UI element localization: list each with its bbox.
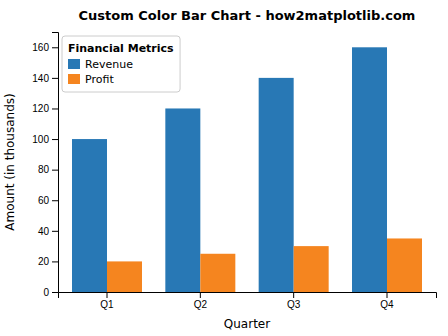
y-tick-mark [52,108,58,109]
x-tick-label: Q2 [194,299,208,310]
x-tick-label: Q4 [380,299,394,310]
y-tick-label: 160 [32,42,49,53]
y-tick-mark [52,231,58,232]
x-axis-line [59,293,437,299]
y-tick: 140 [32,73,58,84]
y-tick: 120 [32,103,58,114]
y-tick-mark [52,261,58,262]
y-tick: 40 [38,226,58,237]
legend-entry: Profit [68,73,114,86]
bar [352,47,387,292]
y-tick: 80 [38,164,58,175]
y-tick: 160 [32,42,58,53]
y-tick: 0 [43,287,58,298]
y-tick-label: 100 [32,134,49,145]
bar [72,139,107,292]
x-tick: Q3 [287,292,301,310]
y-tick-mark [52,200,58,201]
y-tick-label: 140 [32,73,49,84]
chart: 0 20 40 60 80 100 120 140 160 Q1 Q2 Q3 Q4 Financial M… [0,0,448,336]
y-tick-mark [52,47,58,48]
y-axis: 0 20 40 60 80 100 120 140 160 [32,33,58,298]
y-tick-mark [52,170,58,171]
legend-swatch [68,59,80,69]
bar [107,261,142,292]
x-tick: Q1 [100,292,114,310]
legend-label: Revenue [85,58,133,71]
legend: Financial Metrics Revenue Profit [62,36,180,92]
bar [200,254,235,292]
bar [165,108,200,292]
x-tick-mark [107,292,108,298]
legend-swatch [68,74,80,84]
bar [259,78,294,292]
x-tick-mark [293,292,294,298]
y-tick: 100 [32,134,58,145]
bar [294,246,329,292]
legend-entry: Revenue [68,58,133,71]
y-axis-title: Amount (in thousands) [3,93,17,230]
y-tick-label: 40 [38,226,50,237]
y-tick-label: 0 [43,287,49,298]
y-tick-label: 60 [38,195,50,206]
x-tick-mark [387,292,388,298]
y-tick: 20 [38,256,58,267]
series-1 [107,238,422,292]
x-axis: Q1 Q2 Q3 Q4 [59,292,437,310]
legend-box [62,36,180,92]
legend-title: Financial Metrics [68,42,174,55]
x-tick: Q4 [380,292,394,310]
y-tick-mark [52,139,58,140]
x-axis-title: Quarter [224,317,270,331]
x-tick-label: Q3 [287,299,301,310]
legend-label: Profit [85,73,114,86]
x-tick-label: Q1 [100,299,114,310]
y-tick-mark [52,292,58,293]
y-tick-mark [52,78,58,79]
y-tick: 60 [38,195,58,206]
y-tick-label: 20 [38,256,50,267]
y-axis-line [52,33,59,293]
bar [387,238,422,292]
y-tick-label: 80 [38,164,50,175]
x-tick-mark [200,292,201,298]
title: Custom Color Bar Chart - how2matplotlib.… [79,8,416,23]
plot-area: 0 20 40 60 80 100 120 140 160 Q1 Q2 Q3 Q4 Financial M… [32,33,436,311]
y-tick-label: 120 [32,103,49,114]
x-tick: Q2 [194,292,208,310]
